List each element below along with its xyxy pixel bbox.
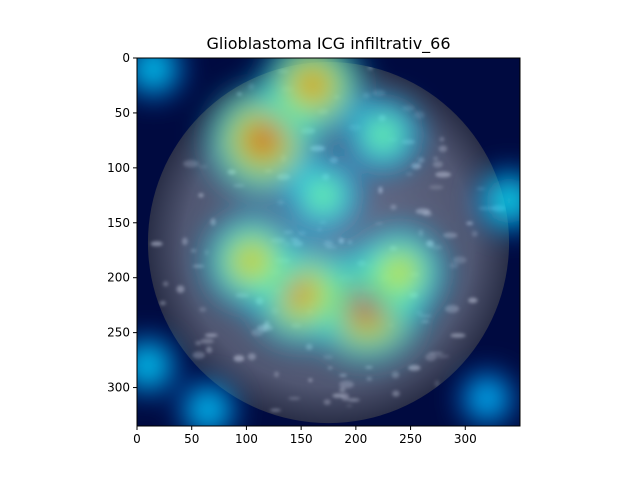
texture-speck xyxy=(251,328,264,337)
texture-speck xyxy=(269,408,282,412)
texture-speck xyxy=(408,364,421,371)
heat-hotspot xyxy=(137,58,185,100)
texture-speck xyxy=(197,165,208,168)
texture-speck xyxy=(339,380,354,389)
texture-speck xyxy=(391,371,400,379)
texture-speck xyxy=(183,160,199,168)
heat-hotspot xyxy=(284,156,363,235)
y-tick-label: 50 xyxy=(115,106,130,120)
texture-speck xyxy=(338,237,344,244)
texture-speck xyxy=(200,338,214,344)
texture-speck xyxy=(298,231,307,236)
texture-speck xyxy=(163,281,169,287)
y-tick-label: 300 xyxy=(107,381,130,395)
texture-speck xyxy=(192,264,205,268)
heat-hotspot xyxy=(344,95,423,174)
y-tick-label: 100 xyxy=(107,161,130,175)
texture-speck xyxy=(450,333,466,338)
y-tick-label: 0 xyxy=(122,51,130,65)
plot-area xyxy=(137,58,520,426)
y-tick-label: 200 xyxy=(107,271,130,285)
texture-speck xyxy=(277,200,285,205)
texture-speck xyxy=(198,193,204,198)
texture-speck xyxy=(434,380,440,388)
heat-hotspot xyxy=(476,168,520,234)
texture-speck xyxy=(390,204,397,210)
texture-speck xyxy=(433,157,439,161)
texture-speck xyxy=(308,378,313,382)
texture-speck xyxy=(411,162,422,170)
heatmap-overlay xyxy=(137,58,520,426)
texture-speck xyxy=(468,297,478,303)
texture-speck xyxy=(195,341,202,346)
texture-speck xyxy=(347,398,360,402)
texture-speck xyxy=(417,157,425,163)
x-tick-label: 200 xyxy=(344,432,367,446)
texture-speck xyxy=(435,171,452,178)
texture-speck xyxy=(415,208,431,215)
texture-speck xyxy=(150,241,163,247)
texture-speck xyxy=(432,161,443,168)
texture-speck xyxy=(190,248,197,253)
texture-speck xyxy=(443,232,458,239)
x-tick-label: 50 xyxy=(184,432,199,446)
texture-speck xyxy=(327,366,333,370)
texture-speck xyxy=(429,184,444,190)
heat-hotspot xyxy=(178,379,238,426)
texture-speck xyxy=(332,393,344,398)
axes-frame xyxy=(136,57,521,427)
texture-speck xyxy=(206,346,213,354)
heat-hotspot xyxy=(202,211,302,311)
x-tick-label: 300 xyxy=(454,432,477,446)
heat-hotspot xyxy=(258,58,366,140)
texture-speck xyxy=(347,240,353,245)
texture-speck xyxy=(378,186,383,194)
texture-speck xyxy=(444,305,460,313)
texture-speck xyxy=(466,221,474,226)
texture-speck xyxy=(449,262,459,269)
texture-speck xyxy=(199,307,207,312)
texture-speck xyxy=(192,351,205,359)
texture-speck xyxy=(339,373,348,377)
x-tick-label: 150 xyxy=(290,432,313,446)
texture-speck xyxy=(204,333,218,338)
chart-title: Glioblastoma ICG infiltrativ_66 xyxy=(206,34,450,54)
texture-speck xyxy=(346,404,353,407)
x-tick-label: 0 xyxy=(133,432,141,446)
texture-speck xyxy=(323,399,331,405)
texture-speck xyxy=(323,240,334,247)
texture-speck xyxy=(247,353,256,361)
texture-speck xyxy=(159,300,166,306)
texture-speck xyxy=(374,222,384,225)
texture-speck xyxy=(405,172,413,176)
texture-speck xyxy=(322,355,334,360)
texture-speck xyxy=(439,137,445,142)
texture-speck xyxy=(365,366,373,369)
heat-hotspot xyxy=(458,370,516,426)
texture-speck xyxy=(434,354,450,359)
texture-speck xyxy=(176,285,185,293)
x-axis: 0 50 100 150 200 250 300 xyxy=(133,426,477,446)
texture-speck xyxy=(371,89,386,97)
y-tick-label: 150 xyxy=(107,216,130,230)
texture-speck xyxy=(274,371,279,378)
texture-speck xyxy=(366,376,373,381)
texture-speck xyxy=(425,353,437,362)
texture-speck xyxy=(210,218,216,226)
y-axis: 0 50 100 150 200 250 300 xyxy=(107,51,137,395)
heat-hotspot xyxy=(352,224,448,320)
texture-speck xyxy=(339,387,346,393)
texture-speck xyxy=(233,355,245,362)
x-tick-label: 100 xyxy=(235,432,258,446)
texture-speck xyxy=(452,256,467,264)
texture-speck xyxy=(182,237,188,246)
texture-speck xyxy=(438,145,448,152)
texture-speck xyxy=(392,390,400,397)
y-tick-label: 250 xyxy=(107,326,130,340)
x-tick-label: 250 xyxy=(399,432,422,446)
heat-hotspot xyxy=(137,334,179,397)
texture-speck xyxy=(288,397,301,400)
texture-speck xyxy=(471,230,478,237)
